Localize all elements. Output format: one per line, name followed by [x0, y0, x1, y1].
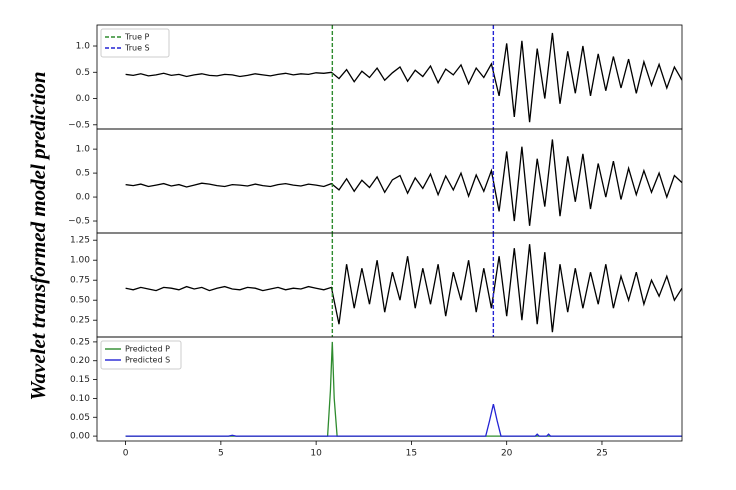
y-tick-label: 0.05 — [70, 413, 90, 423]
trace — [125, 244, 682, 333]
trace — [125, 341, 682, 437]
y-tick-label: 1.0 — [76, 42, 91, 52]
y-tick-label: 0.20 — [70, 356, 90, 366]
x-tick-label: 10 — [310, 449, 322, 459]
y-tick-label: 0.5 — [76, 68, 90, 78]
trace — [125, 32, 682, 123]
frame — [96, 128, 683, 234]
legend-label: True P — [124, 33, 150, 42]
y-tick-label: −0.5 — [68, 120, 90, 130]
y-tick-label: 0.00 — [70, 432, 90, 442]
y-axis-label: Wavelet transformed model prediction — [26, 71, 50, 400]
x-tick-label: 0 — [123, 449, 129, 459]
y-tick-label: 1.0 — [76, 145, 91, 155]
legend-box — [100, 28, 170, 58]
y-tick-label: 0.0 — [76, 94, 91, 104]
frame — [96, 336, 683, 442]
legend-label: Predicted S — [125, 356, 170, 365]
legend-label: Predicted P — [125, 345, 170, 354]
y-tick-label: 0.75 — [70, 276, 90, 286]
y-tick-label: 1.25 — [70, 236, 90, 246]
y-tick-label: 0.25 — [70, 316, 90, 326]
y-tick-label: 0.5 — [76, 169, 90, 179]
x-tick-label: 15 — [406, 449, 417, 459]
trace — [125, 139, 682, 226]
y-tick-label: 0.10 — [70, 394, 90, 404]
y-tick-label: 1.00 — [70, 256, 90, 266]
x-tick-label: 5 — [218, 449, 224, 459]
legend-box — [100, 340, 182, 370]
x-tick-label: 25 — [596, 449, 607, 459]
y-tick-label: 0.0 — [76, 193, 91, 203]
y-tick-label: 0.25 — [70, 337, 90, 347]
y-tick-label: 0.50 — [70, 296, 90, 306]
legend-label: True S — [124, 44, 150, 53]
y-tick-label: −0.5 — [68, 217, 90, 227]
y-tick-label: 0.15 — [70, 375, 90, 385]
x-tick-label: 20 — [501, 449, 513, 459]
trace — [125, 403, 682, 437]
